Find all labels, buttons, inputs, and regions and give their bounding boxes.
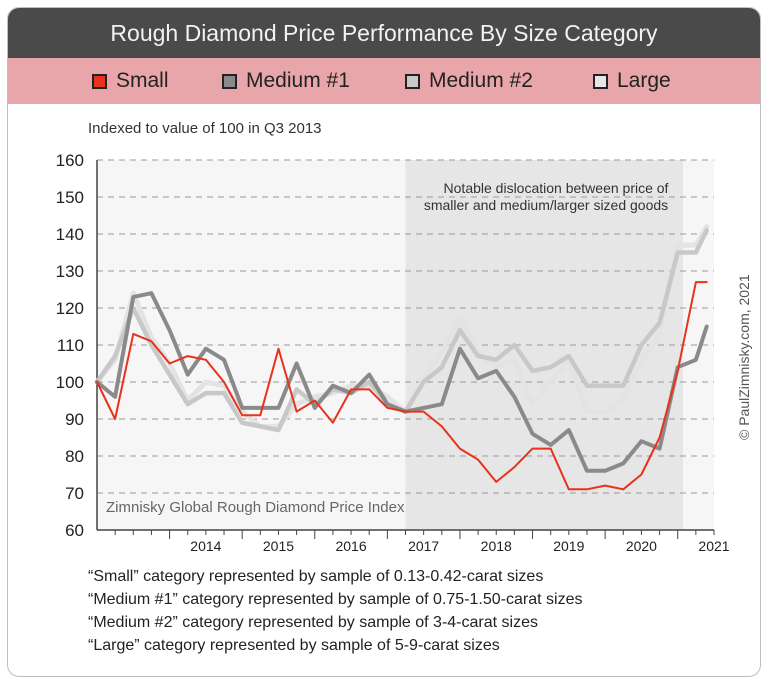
legend-swatch-large xyxy=(593,73,608,89)
footnote-medium-1: “Medium #1” category represented by samp… xyxy=(88,591,583,608)
y-tick-label-160: 160 xyxy=(56,151,84,170)
x-tick-label-2015: 2015 xyxy=(263,538,294,554)
gridlines xyxy=(97,159,714,494)
legend-label-medium-1: Medium #1 xyxy=(246,69,350,92)
legend-label-small: Small xyxy=(116,69,169,92)
annotation-line-1: Notable dislocation between price of xyxy=(444,180,669,196)
legend-swatch-medium-2 xyxy=(405,73,420,89)
series-line-small xyxy=(96,281,708,491)
index-name: Zimnisky Global Rough Diamond Price Inde… xyxy=(106,499,405,516)
x-tick-label-2018: 2018 xyxy=(481,538,512,554)
legend-item-small: Small xyxy=(92,58,169,104)
x-tick-label-2017: 2017 xyxy=(408,538,439,554)
x-tick-label-2014: 2014 xyxy=(190,538,221,554)
legend-swatch-small xyxy=(92,73,107,89)
legend-label-large: Large xyxy=(617,69,671,92)
x-tick-label-2021: 2021 xyxy=(698,538,729,554)
x-tick-label-2020: 2020 xyxy=(626,538,657,554)
footnote-small: “Small” category represented by sample o… xyxy=(88,568,544,585)
y-tick-label-130: 130 xyxy=(56,262,84,281)
legend: Small Medium #1 Medium #2 Large xyxy=(8,58,760,104)
y-tick-label-110: 110 xyxy=(57,336,84,355)
legend-item-large: Large xyxy=(593,58,671,104)
credit-text: © PaulZimnisky.com, 2021 xyxy=(736,274,752,440)
x-axis: 2014 2015 2016 2017 2018 2019 2020 2021 xyxy=(97,529,730,554)
y-tick-label-150: 150 xyxy=(56,188,84,207)
series-lines xyxy=(94,224,710,491)
chart-title: Rough Diamond Price Performance By Size … xyxy=(8,8,760,58)
chart-subtitle: Indexed to value of 100 in Q3 2013 xyxy=(88,120,322,137)
x-tick-label-2019: 2019 xyxy=(553,538,584,554)
legend-item-medium-1: Medium #1 xyxy=(222,58,350,104)
y-tick-label-100: 100 xyxy=(56,373,84,392)
y-tick-label-70: 70 xyxy=(65,484,84,503)
y-tick-label-120: 120 xyxy=(56,299,84,318)
legend-label-medium-2: Medium #2 xyxy=(429,69,533,92)
legend-item-medium-2: Medium #2 xyxy=(405,58,533,104)
footnote-medium-2: “Medium #2” category represented by samp… xyxy=(88,614,538,631)
y-tick-label-80: 80 xyxy=(65,447,84,466)
y-tick-label-90: 90 xyxy=(65,410,84,429)
footnote-large: “Large” category represented by sample o… xyxy=(88,637,500,654)
y-axis: 60 70 80 90 100 110 120 130 140 150 160 xyxy=(56,151,98,540)
y-tick-label-60: 60 xyxy=(65,521,84,540)
legend-swatch-medium-1 xyxy=(222,73,237,89)
annotation-line-2: smaller and medium/larger sized goods xyxy=(424,197,668,213)
y-tick-label-140: 140 xyxy=(56,225,84,244)
x-tick-label-2016: 2016 xyxy=(335,538,366,554)
